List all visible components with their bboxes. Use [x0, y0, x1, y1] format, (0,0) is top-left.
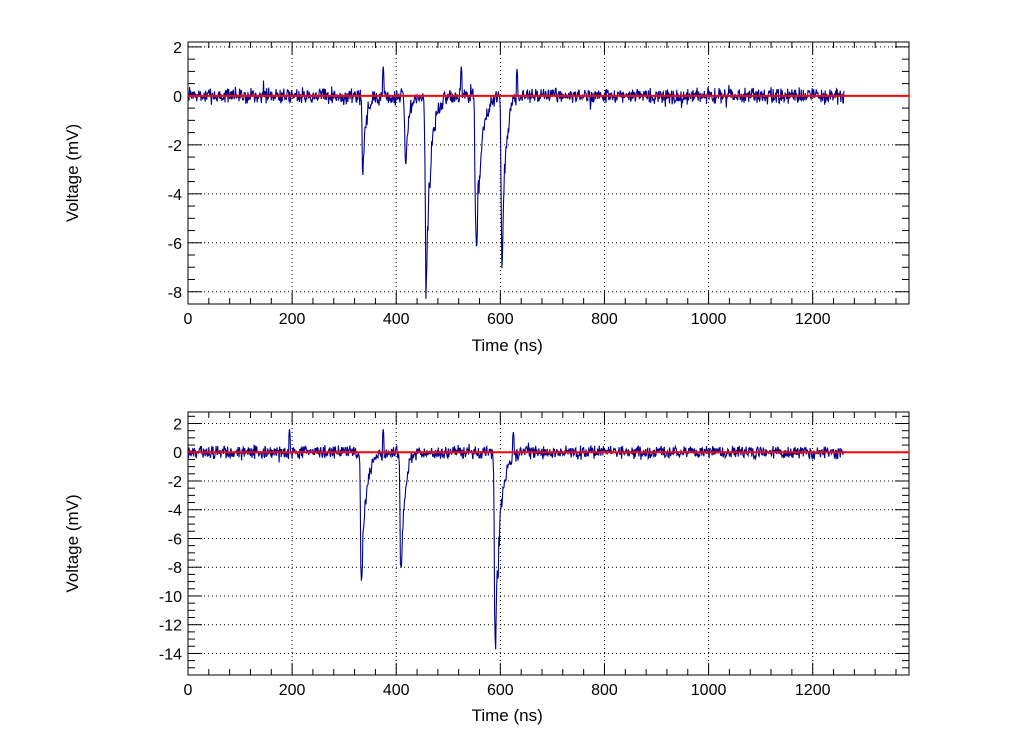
y-tick-label: 0: [173, 89, 182, 106]
x-tick-label: 400: [383, 311, 410, 328]
y-tick-label: 2: [173, 40, 182, 57]
y-tick-label: -4: [168, 503, 182, 520]
y-tick-label: -4: [168, 187, 182, 204]
x-axis-label: Time (ns): [472, 336, 543, 355]
y-tick-label: -2: [168, 474, 182, 491]
y-axis-label: Voltage (mV): [63, 124, 82, 222]
y-tick-label: 2: [173, 416, 182, 433]
x-tick-label: 1000: [691, 311, 727, 328]
y-tick-label: -6: [168, 531, 182, 548]
waveform-series: [187, 66, 845, 299]
x-tick-label: 600: [487, 682, 514, 699]
x-tick-label: 400: [383, 682, 410, 699]
chart-panel-2: 0 200 400 600 800 1000 1200 2 0 -2 -4 -6 -8 -10 -12 -14…: [63, 411, 910, 725]
y-tick-label: -12: [159, 618, 182, 635]
y-tick-label: -8: [168, 560, 182, 577]
y-tick-label: -2: [168, 138, 182, 155]
x-tick-label: 1200: [795, 311, 831, 328]
x-axis-label: Time (ns): [472, 706, 543, 725]
x-tick-label: 0: [184, 311, 193, 328]
y-tick-label: -10: [159, 589, 182, 606]
x-tick-label: 200: [279, 311, 306, 328]
y-tick-label: -6: [168, 236, 182, 253]
y-tick-label: -8: [168, 285, 182, 302]
x-tick-label: 1000: [691, 682, 727, 699]
x-tick-label: 800: [591, 311, 618, 328]
x-tick-label: 800: [591, 682, 618, 699]
x-tick-label: 1200: [795, 682, 831, 699]
y-axis-label: Voltage (mV): [63, 494, 82, 592]
plot-frame: [187, 41, 910, 305]
waveform-series: [187, 429, 845, 650]
plot-frame: [187, 411, 910, 676]
x-tick-label: 0: [184, 682, 193, 699]
y-tick-label: -14: [159, 646, 182, 663]
x-tick-label: 200: [279, 682, 306, 699]
x-tick-label: 600: [487, 311, 514, 328]
y-tick-label: 0: [173, 445, 182, 462]
chart-panel-1: 0 200 400 600 800 1000 1200 2 0 -2 -4 -6 -8 Time (ns)…: [63, 40, 910, 355]
